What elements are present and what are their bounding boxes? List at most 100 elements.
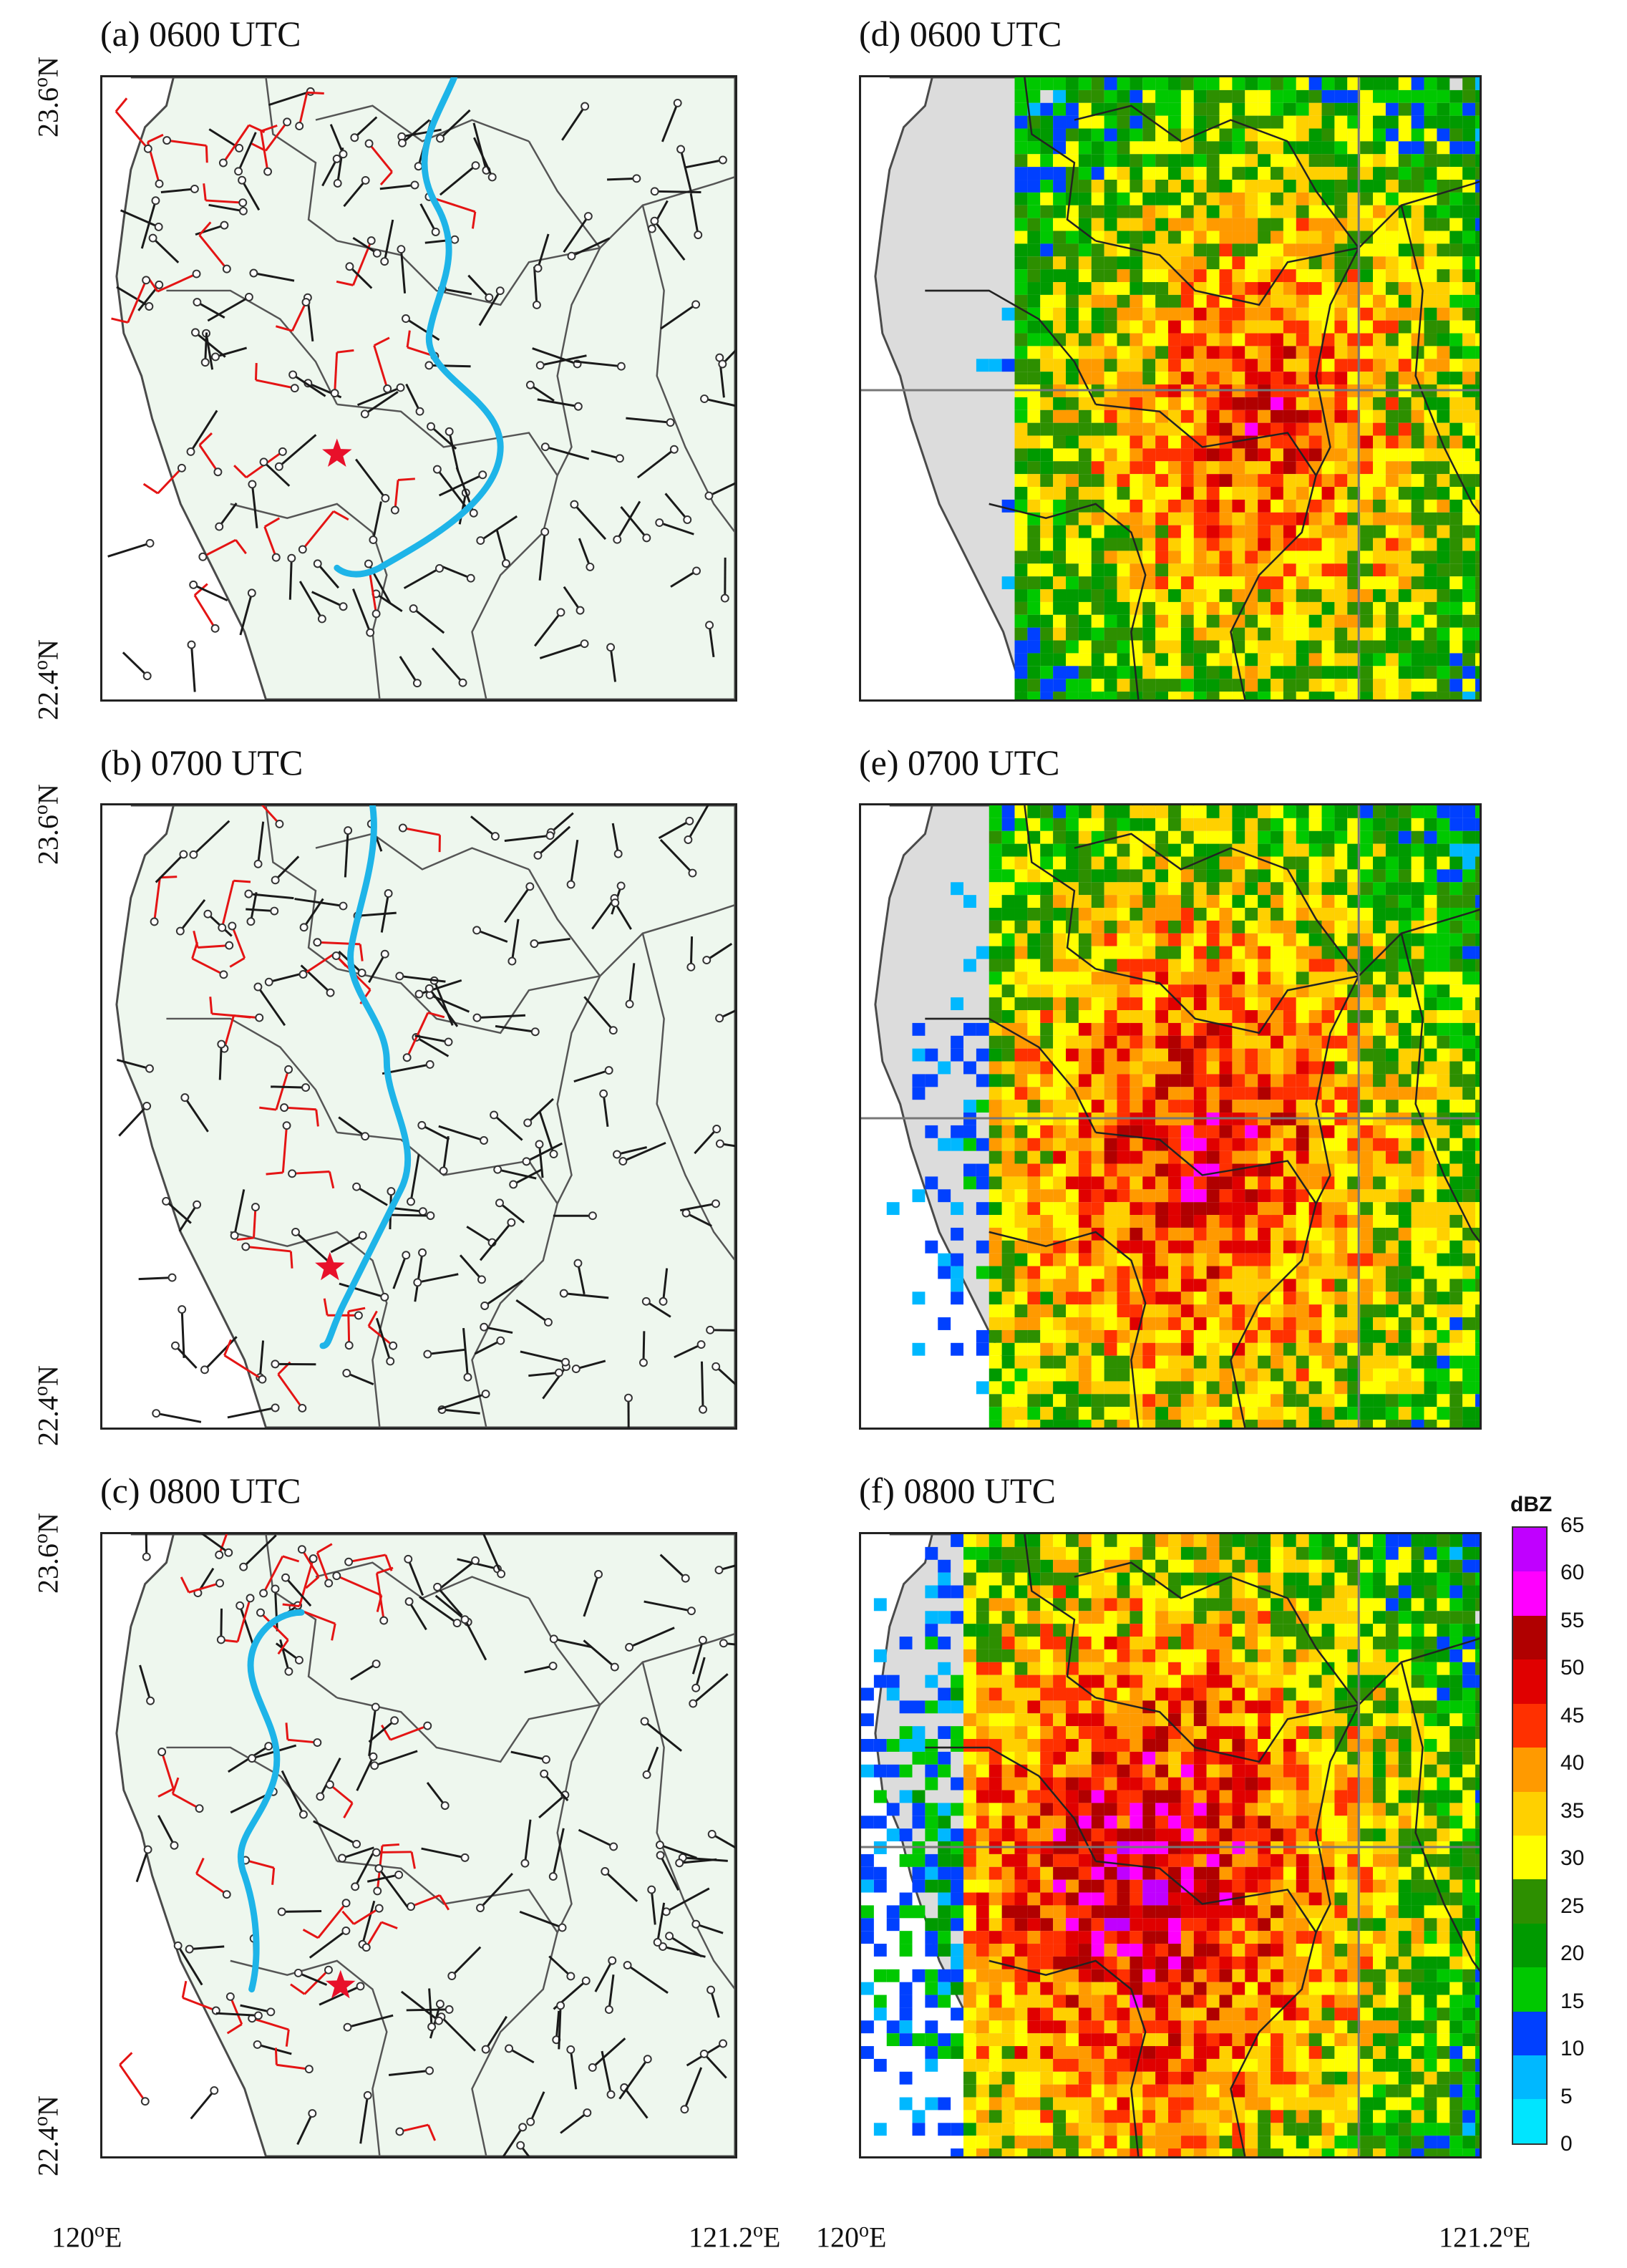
echo-cell [1334,167,1348,180]
echo-cell [1308,1381,1322,1395]
echo-cell [1040,499,1054,513]
echo-cell [1245,959,1258,972]
echo-cell [1308,1279,1322,1292]
echo-cell [1360,1125,1374,1138]
wind-barb-shaft [689,193,699,236]
echo-cell [1296,856,1309,870]
echo-cell [1066,640,1079,654]
echo-cell [1462,231,1476,244]
echo-cell [1347,102,1361,116]
echo-cell [1424,818,1437,831]
echo-cell [1245,1292,1258,1305]
wind-barb-shaft [601,2050,612,2095]
echo-cell [1398,372,1412,385]
echo-cell [1206,294,1220,308]
echo-cell [1437,372,1450,385]
echo-cell [1142,946,1156,959]
echo-cell [1334,1035,1348,1049]
echo-cell [1130,895,1143,908]
echo-cell [1321,946,1335,959]
echo-cell [1130,205,1143,218]
echo-cell [1232,1048,1245,1062]
echo-cell [1180,77,1194,90]
station-dot [450,235,460,244]
echo-cell [1258,971,1271,985]
echo-cell [1027,1202,1041,1216]
echo-cell [1130,461,1143,475]
station-map-c-svg [115,1534,735,2156]
echo-cell [1091,89,1104,103]
echo-cell [1475,959,1480,972]
echo-cell [1373,231,1386,244]
echo-cell [1424,474,1437,488]
station-dot [148,233,157,243]
station-dot [304,2065,314,2074]
echo-cell [1180,410,1194,423]
echo-cell [1334,1546,1348,1560]
echo-cell [1232,856,1245,870]
wind-barb-shaft [679,149,693,194]
echo-cell [1104,1087,1117,1100]
echo-cell [1040,333,1054,346]
echo-cell [1168,487,1181,500]
echo-cell [1271,908,1283,921]
station-dot [142,276,151,285]
echo-cell [1462,102,1476,116]
echo-cell [1308,525,1322,538]
echo-cell [1168,1138,1181,1151]
echo-cell [1347,346,1361,359]
echo-cell [951,882,964,896]
echo-cell [1398,448,1412,462]
echo-cell [1283,282,1296,295]
echo-cell [1053,563,1067,577]
echo-cell [1411,856,1424,870]
echo-cell [1219,1048,1233,1062]
echo-cell [1168,115,1181,129]
echo-cell [1027,372,1041,385]
echo-cell [1437,307,1450,321]
echo-cell [1373,1202,1386,1216]
echo-cell [1104,410,1117,423]
echo-cell [1130,805,1143,818]
echo-cell [989,1163,1002,1177]
echo-cell [1475,1087,1480,1100]
station-dot [218,158,228,168]
wind-barb-shaft [508,2048,535,2064]
echo-cell [1271,422,1283,436]
wind-barb-shaft [139,1664,152,1702]
echo-cell [1027,1304,1041,1318]
station-dot [313,1738,322,1747]
echo-cell [1091,282,1104,295]
echo-cell [1014,666,1028,679]
echo-cell [1424,256,1437,270]
echo-cell [1321,1150,1335,1164]
echo-cell [1321,154,1335,168]
echo-cell [1437,192,1450,205]
station-dot [407,1902,415,1911]
station-dot [566,880,575,889]
echo-cell [1014,614,1028,628]
wind-barb-shaft [659,1843,697,1859]
echo-cell [1258,282,1271,295]
echo-cell [989,1022,1002,1036]
wind-barb-shaft [317,1902,347,1939]
wind-barb-shaft [691,1639,704,1675]
echo-cell [1193,1061,1207,1075]
wind-barb-shaft [415,1036,450,1057]
echo-cell [1308,115,1322,129]
station-dot [613,535,622,544]
echo-cell [1066,984,1079,998]
wind-barb-shaft [538,1144,544,1178]
echo-cell [1104,1074,1117,1087]
echo-cell [1117,1292,1130,1305]
echo-cell [1193,1189,1207,1203]
echo-cell [1334,128,1348,142]
echo-cell [1462,1125,1476,1138]
echo-cell [1462,1163,1476,1177]
echo-cell [1078,1279,1092,1292]
echo-cell [1168,1227,1181,1241]
echo-cell [1142,1317,1156,1330]
echo-cell [1078,946,1092,959]
echo-cell [1155,1534,1169,1547]
echo-cell [1449,141,1463,155]
